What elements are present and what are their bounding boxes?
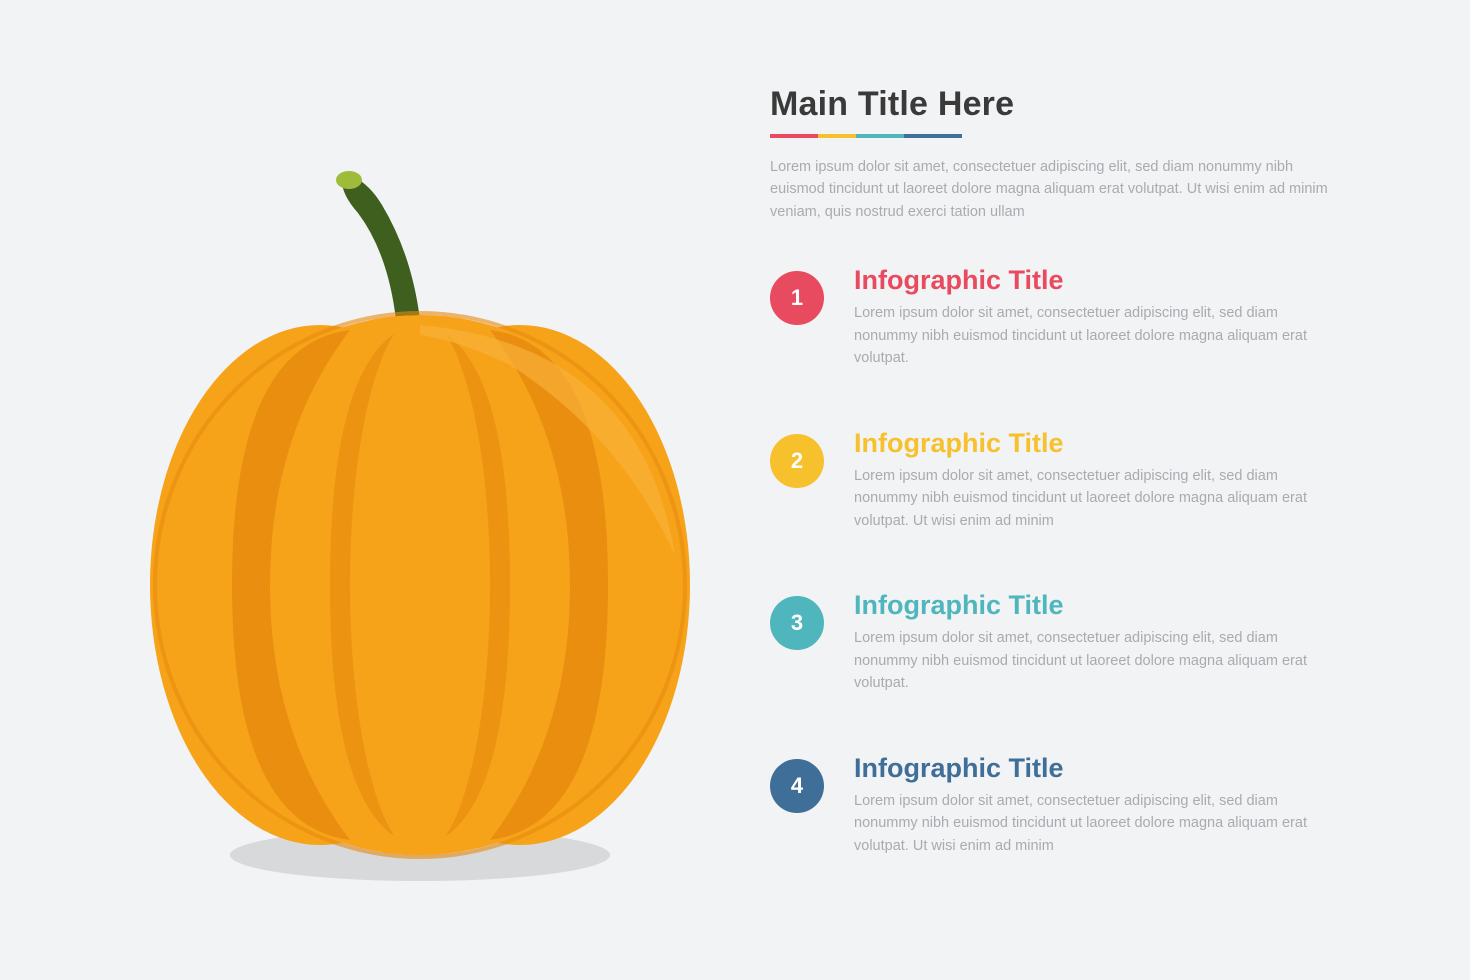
item-body: Infographic Title Lorem ipsum dolor sit a… — [854, 428, 1360, 532]
item-number-badge: 2 — [770, 434, 824, 488]
item-title: Infographic Title — [854, 265, 1360, 296]
underline-segment — [856, 134, 904, 138]
title-underline — [770, 134, 1360, 138]
item-description: Lorem ipsum dolor sit amet, consectetuer… — [854, 790, 1324, 857]
infographic-item: 4 Infographic Title Lorem ipsum dolor sit … — [770, 753, 1360, 857]
infographic-canvas: Main Title Here Lorem ipsum dolor sit am… — [0, 0, 1470, 980]
underline-segment — [904, 134, 962, 138]
item-body: Infographic Title Lorem ipsum dolor sit a… — [854, 590, 1360, 694]
pumpkin-icon — [120, 135, 740, 895]
infographic-item: 1 Infographic Title Lorem ipsum dolor sit … — [770, 265, 1360, 369]
item-title: Infographic Title — [854, 753, 1360, 784]
intro-text: Lorem ipsum dolor sit amet, consectetuer… — [770, 156, 1330, 223]
infographic-item: 3 Infographic Title Lorem ipsum dolor sit … — [770, 590, 1360, 694]
pumpkin-illustration — [120, 135, 740, 895]
item-description: Lorem ipsum dolor sit amet, consectetuer… — [854, 302, 1324, 369]
underline-segment — [818, 134, 856, 138]
main-title: Main Title Here — [770, 85, 1360, 124]
item-number-badge: 4 — [770, 759, 824, 813]
underline-segment — [770, 134, 818, 138]
item-body: Infographic Title Lorem ipsum dolor sit a… — [854, 753, 1360, 857]
infographic-item: 2 Infographic Title Lorem ipsum dolor sit … — [770, 428, 1360, 532]
item-description: Lorem ipsum dolor sit amet, consectetuer… — [854, 465, 1324, 532]
items-list: 1 Infographic Title Lorem ipsum dolor sit … — [770, 265, 1360, 857]
content-column: Main Title Here Lorem ipsum dolor sit am… — [770, 85, 1360, 915]
item-description: Lorem ipsum dolor sit amet, consectetuer… — [854, 627, 1324, 694]
item-number-badge: 3 — [770, 596, 824, 650]
item-title: Infographic Title — [854, 428, 1360, 459]
item-number-badge: 1 — [770, 271, 824, 325]
item-body: Infographic Title Lorem ipsum dolor sit a… — [854, 265, 1360, 369]
item-title: Infographic Title — [854, 590, 1360, 621]
